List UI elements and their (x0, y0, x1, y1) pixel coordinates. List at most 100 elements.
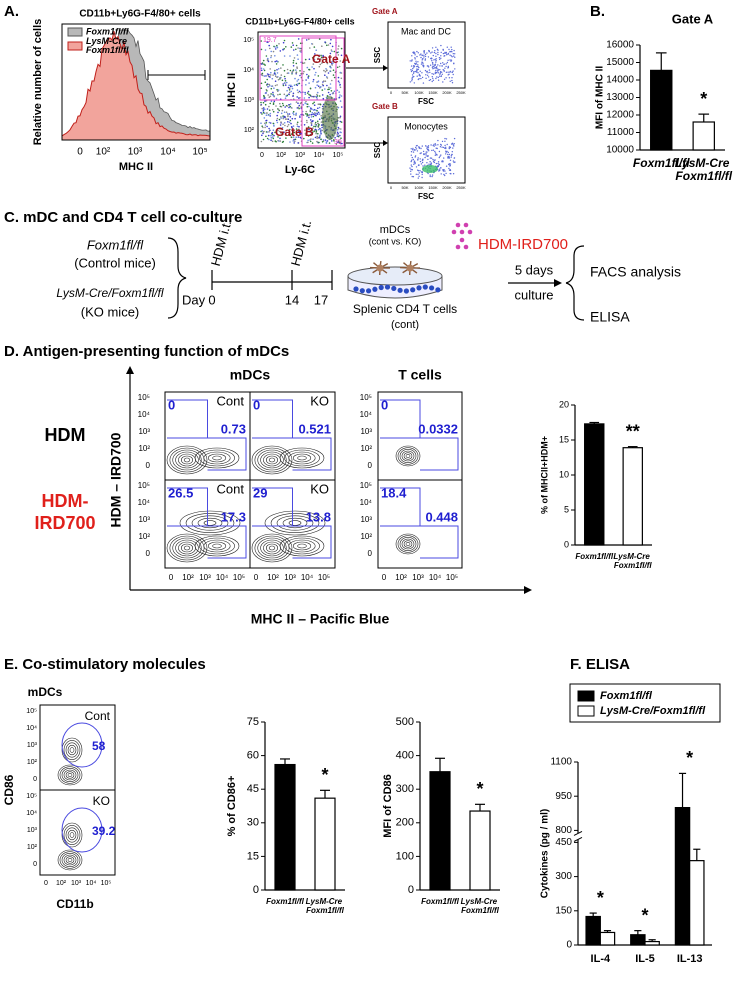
event-dot (424, 164, 426, 166)
event-dot (437, 76, 439, 79)
event-dot (412, 176, 415, 178)
contour (395, 445, 421, 467)
event-dot (451, 51, 453, 53)
event-dot (303, 97, 306, 99)
event-dot (282, 64, 284, 66)
event-dot (295, 132, 298, 134)
plot-tag: Cont (217, 481, 245, 496)
event-dot (299, 97, 301, 99)
event-dot (420, 163, 423, 165)
panel-title: F. ELISA (570, 656, 630, 673)
event-dot (297, 91, 300, 94)
event-dot (292, 95, 294, 97)
event-dot (424, 59, 426, 61)
axis-break (573, 836, 583, 842)
event-dot (284, 124, 286, 127)
x-tick-label: 10⁵ (318, 573, 330, 582)
contour (169, 535, 205, 561)
event-dot (311, 43, 314, 45)
x-tick-label: 50K (401, 90, 408, 95)
contour (199, 537, 235, 555)
event-dot (325, 59, 328, 61)
event-dot (276, 119, 278, 122)
event-dot (445, 153, 447, 155)
event-dot (339, 116, 342, 119)
event-dot (268, 121, 271, 124)
event-dot (292, 140, 295, 142)
contour (203, 539, 231, 553)
event-dot (303, 62, 306, 64)
event-dot (339, 120, 342, 123)
event-dot (432, 65, 434, 67)
event-dot (434, 71, 437, 74)
event-dot (283, 39, 286, 42)
event-dot (282, 84, 285, 87)
event-dot (290, 126, 293, 128)
event-dot (453, 157, 456, 159)
event-dot (318, 113, 321, 115)
event-dot (264, 81, 267, 83)
event-dot (272, 91, 274, 94)
event-dot (281, 126, 284, 129)
bar (314, 797, 336, 891)
y-tick-label: 10000 (606, 145, 634, 156)
event-dot (264, 49, 267, 51)
event-dot (417, 173, 419, 176)
event-dot (275, 60, 278, 62)
y-tick-label: 0 (253, 884, 259, 896)
event-dot (327, 72, 330, 74)
x-tick-label: 100K (414, 90, 424, 95)
y-tick-label: 0 (564, 539, 569, 549)
event-dot (451, 71, 453, 74)
event-dot (265, 88, 268, 91)
event-dot (312, 115, 315, 118)
event-dot (411, 60, 413, 62)
event-dot (337, 45, 340, 47)
event-dot (443, 70, 445, 72)
event-dot (292, 44, 295, 46)
event-dot (439, 155, 441, 157)
event-dot (339, 84, 341, 87)
event-dot (289, 103, 292, 105)
event-dot (410, 65, 413, 67)
y-axis-label: SSC (373, 142, 382, 159)
event-dot (429, 163, 432, 166)
event-dot (340, 137, 342, 139)
y-tick-label: 5 (564, 504, 569, 514)
contour (172, 449, 202, 471)
event-dot (431, 76, 433, 78)
event-dot (261, 134, 263, 137)
frame (39, 789, 116, 876)
contour (288, 520, 302, 526)
contour (297, 543, 307, 549)
event-dot (275, 97, 278, 100)
event-dot (283, 69, 286, 72)
event-dot (410, 70, 413, 73)
event-dot (437, 51, 439, 54)
event-dot (299, 132, 301, 135)
event-dot (304, 93, 307, 95)
error-bar (280, 758, 290, 765)
event-dot (291, 71, 293, 73)
y-tick-label: 100 (396, 850, 414, 862)
event-dot (440, 167, 442, 169)
event-dot (305, 39, 308, 41)
event-dot (338, 140, 340, 142)
event-dot (432, 68, 434, 70)
gate (292, 525, 332, 559)
event-dot (268, 105, 270, 108)
plot-tag: KO (310, 481, 329, 496)
event-dot (312, 102, 314, 105)
x-tick-label: 10² (96, 147, 111, 158)
event-dot (448, 157, 451, 159)
event-dot (274, 46, 276, 48)
event-dot (438, 75, 441, 77)
event-dot (286, 125, 289, 128)
event-dot (324, 80, 327, 82)
event-dot (289, 128, 291, 131)
t-cell (435, 287, 441, 293)
label: culture (514, 287, 553, 302)
event-dot (281, 102, 284, 105)
y-tick-label: 60 (247, 750, 259, 762)
event-dot (410, 154, 412, 156)
